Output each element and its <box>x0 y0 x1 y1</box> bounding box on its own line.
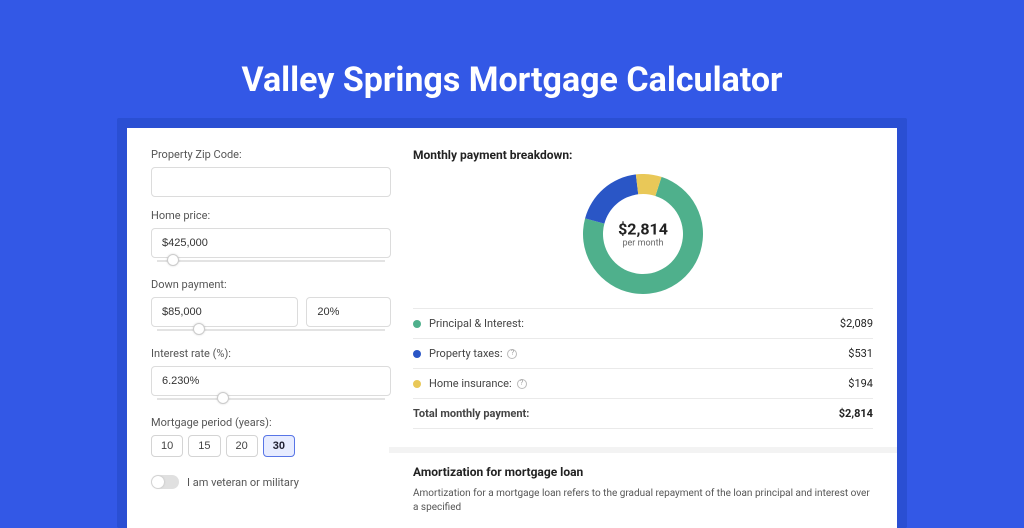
mortgage-period-group: Mortgage period (years): 1015 2030 <box>151 416 391 457</box>
card-outer: Property Zip Code: Home price: Down paym… <box>117 118 907 528</box>
home-price-group: Home price: <box>151 209 391 266</box>
mortgage-period-option-30[interactable]: 30 <box>263 435 295 457</box>
mortgage-period-label: Mortgage period (years): <box>151 416 391 429</box>
calculator-card: Property Zip Code: Home price: Down paym… <box>127 128 897 528</box>
home-price-label: Home price: <box>151 209 391 222</box>
interest-rate-label: Interest rate (%): <box>151 347 391 360</box>
interest-rate-input[interactable] <box>151 366 391 396</box>
help-icon[interactable]: ? <box>517 379 527 389</box>
amortization-body: Amortization for a mortgage loan refers … <box>413 487 873 515</box>
breakdown-total-label: Total monthly payment: <box>413 407 839 420</box>
veteran-toggle[interactable] <box>151 475 179 489</box>
down-payment-percent-input[interactable] <box>306 297 391 327</box>
interest-rate-slider-thumb[interactable] <box>217 392 229 404</box>
help-icon[interactable]: ? <box>507 349 517 359</box>
home-price-slider[interactable] <box>151 256 391 266</box>
legend-dot <box>413 380 421 388</box>
home-price-input[interactable] <box>151 228 391 258</box>
veteran-label: I am veteran or military <box>187 476 299 489</box>
mortgage-period-option-20[interactable]: 20 <box>226 435 258 457</box>
donut-chart: $2,814 per month <box>413 174 873 294</box>
home-price-slider-thumb[interactable] <box>167 254 179 266</box>
zip-label: Property Zip Code: <box>151 148 391 161</box>
mortgage-period-option-15[interactable]: 15 <box>188 435 220 457</box>
breakdown-row-value: $2,089 <box>840 317 873 330</box>
breakdown-total-value: $2,814 <box>839 407 873 420</box>
breakdown-row: Property taxes:?$531 <box>413 339 873 369</box>
page-title: Valley Springs Mortgage Calculator <box>0 0 1024 118</box>
veteran-toggle-knob <box>152 476 164 488</box>
legend-dot <box>413 320 421 328</box>
form-column: Property Zip Code: Home price: Down paym… <box>151 148 391 504</box>
donut-center-value: $2,814 <box>618 220 668 239</box>
breakdown-row-label: Property taxes:? <box>429 347 848 360</box>
breakdown-row-value: $531 <box>848 347 873 360</box>
interest-rate-group: Interest rate (%): <box>151 347 391 404</box>
breakdown-row: Principal & Interest:$2,089 <box>413 309 873 339</box>
breakdown-row-label: Home insurance:? <box>429 377 848 390</box>
breakdown-total-row: Total monthly payment:$2,814 <box>413 399 873 429</box>
down-payment-group: Down payment: <box>151 278 391 335</box>
donut-center: $2,814 per month <box>618 220 668 249</box>
amortization-section: Amortization for mortgage loan Amortizat… <box>389 447 897 515</box>
veteran-row: I am veteran or military <box>151 475 391 489</box>
donut-segment <box>585 174 638 223</box>
zip-group: Property Zip Code: <box>151 148 391 197</box>
interest-rate-slider[interactable] <box>151 394 391 404</box>
breakdown-row: Home insurance:?$194 <box>413 369 873 399</box>
down-payment-slider-thumb[interactable] <box>193 323 205 335</box>
breakdown-title: Monthly payment breakdown: <box>413 148 873 162</box>
amortization-title: Amortization for mortgage loan <box>413 465 873 479</box>
down-payment-slider[interactable] <box>151 325 391 335</box>
breakdown-row-value: $194 <box>848 377 873 390</box>
legend-dot <box>413 350 421 358</box>
mortgage-period-option-10[interactable]: 10 <box>151 435 183 457</box>
down-payment-label: Down payment: <box>151 278 391 291</box>
breakdown-column: Monthly payment breakdown: $2,814 per mo… <box>413 148 873 504</box>
down-payment-amount-input[interactable] <box>151 297 298 327</box>
breakdown-list: Principal & Interest:$2,089Property taxe… <box>413 308 873 429</box>
zip-input[interactable] <box>151 167 391 197</box>
breakdown-row-label: Principal & Interest: <box>429 317 840 330</box>
donut-center-label: per month <box>618 239 668 249</box>
mortgage-period-options: 1015 2030 <box>151 435 391 457</box>
